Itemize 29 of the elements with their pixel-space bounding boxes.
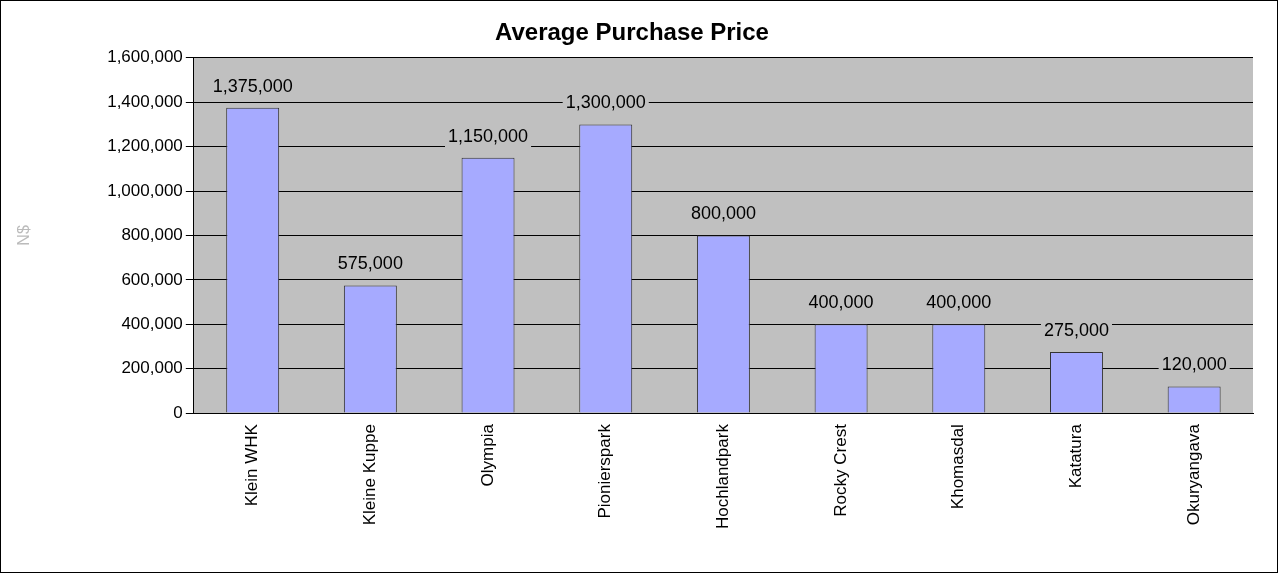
- data-label: 120,000: [1161, 354, 1227, 375]
- y-tick-label: 400,000: [121, 313, 183, 333]
- y-tick-label: 0: [173, 402, 183, 422]
- y-axis-title: N$: [15, 225, 33, 246]
- data-label: 800,000: [690, 203, 756, 224]
- data-label: 275,000: [1043, 320, 1110, 340]
- x-tick-label: Okuryangava: [1183, 423, 1203, 526]
- data-label: 575,000: [337, 253, 403, 274]
- x-tick-label: Rocky Crest: [830, 423, 850, 517]
- y-tick-label: 1,000,000: [107, 180, 183, 200]
- x-tick-label: Pionierspark: [595, 423, 615, 519]
- y-tick-label: 800,000: [121, 225, 183, 245]
- x-tick-label: Hochlandpark: [713, 423, 733, 530]
- data-label: 1,150,000: [448, 125, 529, 146]
- y-tick-label: 1,200,000: [107, 136, 183, 156]
- y-tick-label: 1,600,000: [107, 47, 183, 67]
- chart-title: Average Purchase Price: [495, 18, 769, 46]
- data-label: 400,000: [926, 292, 992, 313]
- y-tick-label: 600,000: [121, 269, 183, 289]
- x-tick-label: Kleine Kuppe: [360, 424, 380, 526]
- y-tick-label: 1,400,000: [107, 91, 183, 111]
- y-tick-label: 200,000: [121, 358, 183, 378]
- data-label: 1,375,000: [212, 75, 293, 96]
- data-label: 400,000: [808, 292, 874, 313]
- x-tick-label: Olympia: [477, 423, 497, 487]
- x-tick-label: Khomasdal: [948, 424, 968, 510]
- x-tick-label: Katatura: [1066, 423, 1086, 489]
- data-label: 1,300,000: [565, 92, 646, 113]
- x-tick-label: Klein WHK: [242, 423, 262, 507]
